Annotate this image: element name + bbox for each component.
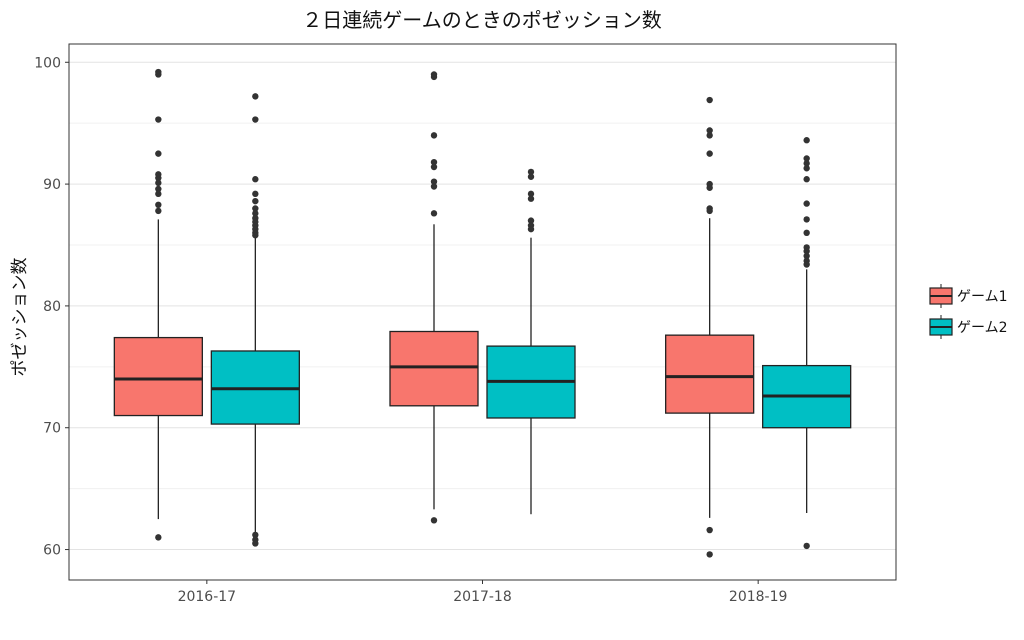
outlier-point: [155, 116, 162, 123]
outlier-point: [803, 137, 810, 144]
outlier-point: [430, 517, 438, 524]
outlier-point: [803, 252, 810, 260]
outlier-point: [803, 542, 810, 550]
outlier-point: [252, 540, 259, 547]
outlier-point: [803, 229, 810, 237]
x-tick-label: 2016-17: [178, 589, 237, 605]
outlier-point: [252, 210, 259, 217]
outlier-point: [155, 185, 162, 193]
box: [665, 334, 755, 414]
gridlines: [69, 61, 896, 551]
legend-label: ゲーム1: [957, 289, 1008, 305]
outlier-point: [155, 71, 162, 78]
outlier-point: [527, 217, 535, 224]
legend-label: ゲーム2: [957, 320, 1008, 336]
outlier-point: [803, 176, 810, 183]
outlier-point: [527, 195, 535, 202]
outlier-point: [430, 183, 438, 190]
outlier-point: [252, 205, 259, 212]
outlier-point: [252, 176, 259, 183]
box-group: [665, 96, 755, 558]
y-axis-title: ポゼッション数: [10, 258, 30, 377]
x-tick-label: 2018-19: [729, 589, 788, 605]
outlier-point: [252, 190, 259, 198]
box-group: [762, 137, 852, 550]
outlier-point: [430, 210, 438, 217]
legend-item: ゲーム1: [929, 284, 1008, 308]
outlier-point: [803, 261, 810, 268]
outlier-point: [803, 247, 810, 255]
outlier-point: [527, 190, 535, 198]
outlier-point: [430, 158, 438, 166]
outlier-point: [155, 534, 162, 541]
outlier-point: [803, 155, 810, 162]
box-layer: [113, 68, 852, 558]
outlier-point: [252, 93, 259, 100]
outlier-point: [430, 163, 438, 171]
x-tick-label: 2017-18: [453, 589, 512, 605]
box-group: [210, 93, 300, 547]
outlier-point: [252, 197, 259, 205]
y-tick-label: 70: [43, 421, 61, 437]
outlier-point: [252, 232, 259, 239]
y-tick-label: 90: [43, 177, 61, 193]
outlier-point: [706, 150, 713, 157]
outlier-point: [155, 179, 162, 187]
outlier-point: [155, 207, 162, 215]
outlier-point: [527, 168, 535, 176]
outlier-point: [706, 132, 713, 139]
outlier-point: [527, 225, 535, 233]
box-group: [486, 168, 576, 515]
chart-title: ２日連続ゲームのときのポゼッション数: [302, 8, 661, 32]
y-tick-label: 100: [34, 55, 61, 71]
outlier-point: [430, 73, 438, 81]
outlier-point: [706, 526, 713, 534]
outlier-point: [803, 165, 810, 172]
outlier-point: [430, 178, 438, 185]
outlier-point: [706, 184, 713, 191]
outlier-point: [706, 207, 713, 215]
outlier-point: [706, 127, 713, 134]
outlier-point: [155, 190, 162, 198]
outlier-point: [803, 216, 810, 223]
box-group: [113, 68, 203, 541]
outlier-point: [155, 201, 162, 208]
box: [389, 330, 479, 407]
axes: 60 70 80 90 100 2016-17 2017-18 2018-19: [34, 55, 787, 605]
outlier-point: [803, 160, 810, 167]
box-group: [389, 71, 479, 524]
box: [113, 336, 203, 417]
outlier-point: [706, 551, 713, 558]
outlier-point: [803, 200, 810, 207]
y-tick-label: 80: [43, 299, 61, 315]
legend: ゲーム1 ゲーム2: [929, 284, 1008, 339]
y-tick-label: 60: [43, 543, 61, 559]
outlier-point: [155, 150, 162, 157]
outlier-point: [252, 531, 259, 539]
outlier-point: [155, 174, 162, 182]
outlier-point: [706, 96, 713, 104]
outlier-point: [527, 173, 535, 180]
outlier-point: [430, 132, 438, 139]
outlier-point: [252, 116, 259, 123]
legend-item: ゲーム2: [929, 315, 1008, 339]
plot-panel-border: [68, 43, 897, 581]
